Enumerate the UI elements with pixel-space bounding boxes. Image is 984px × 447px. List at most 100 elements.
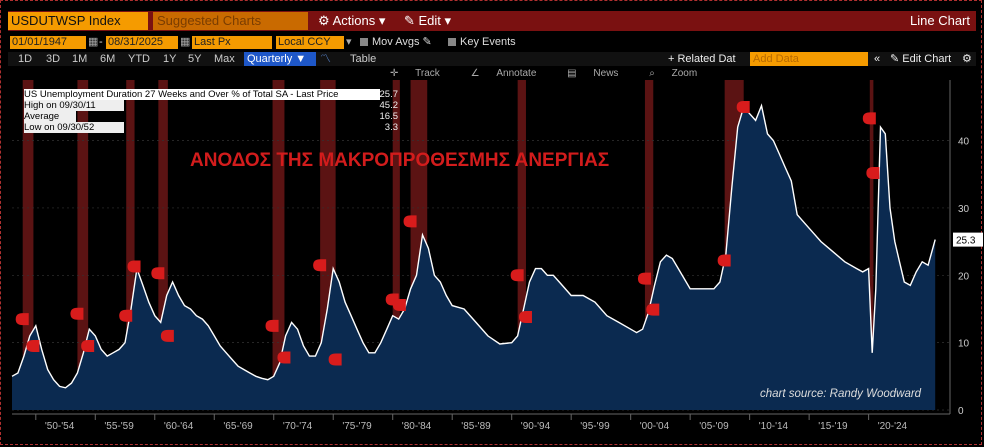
recession-band: [272, 80, 285, 410]
x-tick-label: '90-'94: [521, 421, 551, 432]
range-1m[interactable]: 1M: [72, 53, 88, 65]
legend-avg-label: Average: [24, 111, 60, 122]
ticker-field[interactable]: USDUTWSP Index: [8, 12, 148, 30]
y-tick-label: 20: [958, 271, 970, 282]
key-events-toggle[interactable]: Key Events: [448, 36, 516, 49]
source-note: chart source: Randy Woodward: [760, 388, 922, 400]
pencil-icon: ✎: [419, 36, 432, 48]
x-tick-label: '95-'99: [580, 421, 610, 432]
event-marker: [277, 351, 291, 364]
end-date-field[interactable]: 08/31/2025: [106, 36, 178, 49]
collapse-icon[interactable]: «: [874, 53, 881, 65]
legend-avg-value: 16.5: [379, 111, 399, 122]
series-area: [12, 105, 936, 410]
related-data-button[interactable]: + Related Dat: [668, 53, 736, 65]
event-marker: [151, 267, 165, 280]
view-title: Line Chart: [910, 13, 970, 28]
suggested-charts-button[interactable]: Suggested Charts: [153, 12, 308, 30]
frequency-select[interactable]: Quarterly ▼: [244, 52, 316, 66]
range-6m[interactable]: 6M: [100, 53, 116, 65]
line-chart-icon[interactable]: 〽: [320, 53, 331, 65]
event-marker: [637, 272, 651, 285]
mov-avgs-toggle[interactable]: Mov Avgs ✎: [360, 36, 432, 49]
event-marker: [403, 215, 417, 228]
x-tick-label: '10-'14: [759, 421, 789, 432]
range-5y[interactable]: 5Y: [188, 53, 202, 65]
range-3d[interactable]: 3D: [46, 53, 61, 65]
event-marker: [328, 353, 342, 366]
legend-low-value: 3.3: [384, 122, 398, 133]
event-marker: [646, 303, 660, 316]
news-tool[interactable]: ▤ News: [567, 68, 619, 79]
x-tick-label: '60-'64: [164, 421, 194, 432]
legend-high-value: 45.2: [379, 100, 399, 111]
news-icon: ▤: [567, 68, 580, 79]
event-marker: [119, 309, 133, 322]
range-toolbar: 1D 3D 1M 6M YTD 1Y 5Y Max Quarterly ▼ 〽 …: [8, 52, 976, 66]
recession-band: [158, 80, 168, 410]
edit-icon: ✎: [404, 13, 419, 28]
title-bar: USDUTWSP Index Suggested Charts ⚙ Action…: [8, 11, 976, 31]
range-ytd[interactable]: YTD: [128, 53, 150, 65]
annotate-tool[interactable]: ∠ Annotate: [470, 68, 537, 79]
pencil-icon: ∠: [470, 68, 483, 79]
x-tick-label: '50-'54: [45, 421, 75, 432]
x-tick-label: '55-'59: [104, 421, 134, 432]
x-tick-label: '85-'89: [461, 421, 491, 432]
checkbox-icon: [360, 38, 368, 47]
range-1d[interactable]: 1D: [18, 53, 33, 65]
x-tick-label: '80-'84: [402, 421, 432, 432]
legend-last-value: 25.7: [379, 89, 399, 100]
series-line: [11, 103, 936, 389]
range-max[interactable]: Max: [214, 53, 235, 65]
legend-high-row: High on 09/30/11: [24, 100, 124, 111]
legend-avg-row: Average: [24, 111, 76, 122]
y-tick-label: 0: [958, 406, 964, 417]
edit-chart-button[interactable]: ✎ Edit Chart: [890, 53, 952, 65]
chart-annotation: ΑΝΟΔΟΣ ΤΗΣ ΜΑΚΡΟΠΡΟΘΕΣΜΗΣ ΑΝΕΡΓΙΑΣ: [190, 150, 610, 171]
y-tick-label: 40: [958, 137, 970, 148]
date-separator: -: [99, 36, 103, 48]
legend-series-label: US Unemployment Duration 27 Weeks and Ov…: [24, 89, 339, 100]
add-data-field[interactable]: Add Data: [750, 52, 868, 66]
legend-series-row[interactable]: US Unemployment Duration 27 Weeks and Ov…: [24, 89, 398, 100]
currency-field[interactable]: Local CCY: [276, 36, 344, 49]
event-marker: [862, 112, 876, 125]
recession-band: [22, 80, 34, 410]
event-marker: [736, 100, 750, 113]
event-marker: [313, 259, 327, 272]
event-marker: [518, 311, 532, 324]
calendar-icon[interactable]: ▦: [88, 36, 99, 48]
chart-tools: ✛ Track ∠ Annotate ▤ News ⌕ Zoom: [390, 68, 725, 79]
plus-icon: +: [668, 53, 678, 65]
recession-band: [869, 80, 874, 410]
recession-band: [517, 80, 526, 410]
calendar-icon[interactable]: ▦: [180, 36, 191, 48]
price-field[interactable]: Last Px: [192, 36, 272, 49]
recession-band: [126, 80, 135, 410]
chevron-down-icon: ▾: [440, 13, 452, 28]
event-marker: [510, 269, 524, 282]
event-marker: [127, 260, 141, 273]
range-1y[interactable]: 1Y: [163, 53, 177, 65]
settings-gear-icon[interactable]: ⚙: [962, 53, 972, 65]
legend-box: US Unemployment Duration 27 Weeks and Ov…: [24, 89, 398, 133]
event-marker: [265, 319, 279, 332]
checkbox-icon: [448, 38, 456, 47]
actions-menu[interactable]: ⚙ Actions ▾: [318, 13, 386, 28]
y-tick-label: 30: [958, 204, 970, 215]
x-tick-label: '75-'79: [342, 421, 372, 432]
start-date-field[interactable]: 01/01/1947: [10, 36, 86, 49]
zoom-tool[interactable]: ⌕ Zoom: [649, 68, 698, 79]
legend-high-label: High on 09/30/11: [24, 100, 96, 111]
last-value-badge: [953, 232, 983, 247]
table-button[interactable]: Table: [350, 53, 377, 65]
date-toolbar: 01/01/1947 ▦ - 08/31/2025 ▦ Last Px Loca…: [8, 36, 976, 50]
actions-icon: ⚙: [318, 13, 333, 28]
chevron-down-icon[interactable]: ▾: [346, 36, 352, 48]
y-tick-label: 10: [958, 339, 970, 350]
track-tool[interactable]: ✛ Track: [390, 68, 440, 79]
edit-menu[interactable]: ✎ Edit ▾: [404, 13, 452, 28]
